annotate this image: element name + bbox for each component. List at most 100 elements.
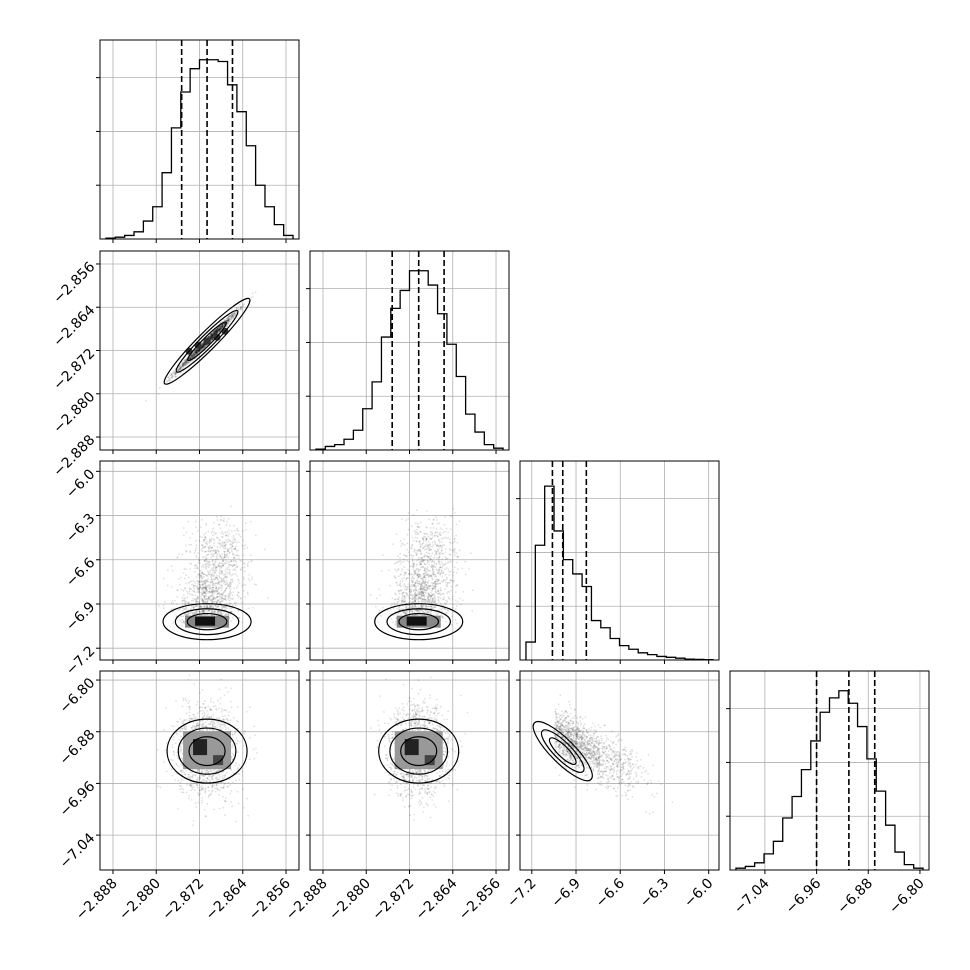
scatter-point: [380, 614, 383, 617]
scatter-point: [417, 600, 420, 603]
scatter-point: [202, 346, 205, 349]
scatter-point: [206, 598, 209, 601]
scatter-point: [415, 559, 418, 562]
scatter-point: [203, 595, 206, 598]
scatter-point: [186, 362, 189, 365]
scatter-point: [207, 598, 210, 601]
scatter-point: [189, 355, 192, 358]
scatter-point: [192, 611, 194, 614]
scatter-point: [425, 599, 428, 602]
scatter-point: [170, 586, 173, 588]
scatter-point: [369, 593, 372, 596]
panel-frame: [99, 460, 300, 661]
scatter-point: [193, 353, 195, 356]
scatter-point: [189, 551, 192, 554]
scatter-point: [213, 574, 216, 577]
scatter-point: [201, 592, 204, 595]
scatter-point: [215, 328, 218, 331]
scatter-point: [222, 727, 224, 729]
scatter-point: [218, 327, 221, 329]
scatter-point: [223, 553, 226, 556]
scatter-point: [216, 577, 219, 580]
scatter-point: [224, 569, 227, 571]
scatter-point: [228, 711, 231, 713]
scatter-point: [426, 566, 429, 568]
scatter-point: [232, 552, 234, 555]
scatter-point: [193, 551, 196, 554]
scatter-point: [431, 597, 434, 600]
scatter-point: [227, 597, 230, 600]
scatter-point: [203, 345, 206, 348]
scatter-point: [195, 609, 198, 612]
scatter-point: [217, 605, 220, 608]
scatter-point: [403, 612, 406, 615]
scatter-point: [189, 608, 192, 611]
scatter-point: [197, 552, 199, 554]
scatter-point: [197, 596, 200, 598]
scatter-point: [211, 582, 214, 584]
scatter-point: [201, 571, 204, 574]
scatter-point: [426, 611, 429, 614]
scatter-point: [416, 574, 419, 577]
scatter-point: [199, 349, 202, 352]
scatter-point: [427, 555, 430, 558]
scatter-point: [234, 547, 236, 550]
scatter-point: [233, 556, 236, 559]
scatter-point: [187, 582, 190, 584]
scatter-point: [228, 592, 231, 595]
scatter-point: [183, 361, 186, 364]
scatter-point: [398, 609, 401, 611]
scatter-point: [187, 520, 190, 523]
scatter-point: [211, 580, 214, 583]
scatter-point: [194, 350, 197, 353]
scatter-point: [233, 529, 236, 532]
scatter-point: [421, 587, 424, 590]
scatter-point: [434, 599, 437, 602]
scatter-point: [203, 343, 206, 346]
scatter-point: [216, 329, 219, 332]
scatter-point: [237, 529, 240, 532]
scatter-point: [191, 354, 194, 357]
scatter-point: [232, 597, 235, 600]
scatter-point: [215, 329, 218, 332]
scatter-point: [196, 350, 199, 353]
scatter-point: [217, 578, 219, 581]
scatter-point: [183, 362, 186, 365]
scatter-point: [204, 601, 207, 604]
scatter-point: [439, 553, 441, 556]
scatter-point: [226, 585, 229, 587]
scatter-point: [225, 588, 227, 590]
scatter-point: [186, 783, 188, 786]
scatter-point: [225, 599, 227, 601]
scatter-point: [411, 536, 413, 539]
scatter-point: [211, 336, 214, 339]
scatter-point: [402, 591, 404, 594]
scatter-point: [401, 599, 403, 602]
scatter-point: [424, 548, 426, 551]
scatter-point: [433, 534, 436, 537]
scatter-point: [221, 327, 223, 330]
scatter-point: [182, 362, 185, 365]
scatter-point: [417, 584, 420, 587]
scatter-point: [416, 525, 419, 528]
scatter-point: [205, 601, 208, 604]
scatter-point: [210, 339, 213, 342]
scatter-point: [210, 591, 213, 594]
scatter-point: [190, 356, 193, 359]
scatter-point: [206, 610, 209, 612]
scatter-point: [440, 537, 443, 540]
scatter-point: [238, 617, 241, 619]
scatter-point: [201, 598, 204, 601]
scatter-point: [210, 339, 212, 341]
scatter-point: [253, 583, 256, 586]
scatter-point: [449, 515, 452, 517]
scatter-point: [443, 544, 446, 547]
scatter-point: [247, 565, 249, 567]
scatter-point: [411, 610, 414, 613]
scatter-point: [431, 593, 434, 596]
scatter-point: [220, 593, 223, 595]
scatter-point: [202, 590, 205, 592]
scatter-point: [192, 355, 195, 358]
scatter-point: [451, 515, 453, 518]
scatter-point: [227, 319, 230, 322]
